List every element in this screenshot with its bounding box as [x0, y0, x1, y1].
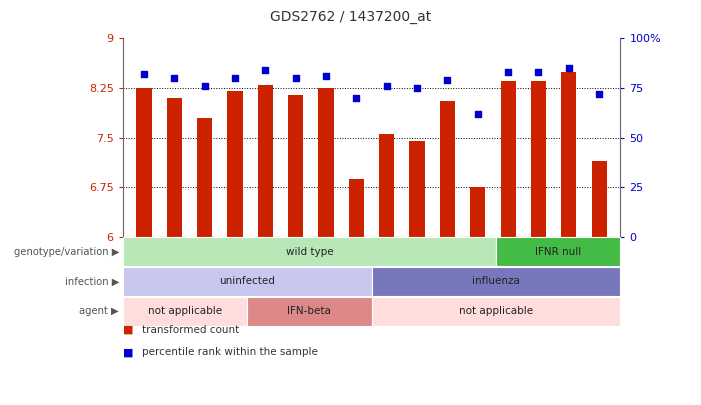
Bar — [123, 237, 496, 266]
Bar — [372, 267, 620, 296]
Point — [169, 75, 180, 81]
Point — [411, 85, 423, 91]
Bar — [470, 188, 485, 237]
Point — [290, 75, 301, 81]
Bar — [440, 101, 455, 237]
Bar — [136, 88, 151, 237]
Text: uninfected: uninfected — [219, 277, 275, 286]
Bar — [123, 297, 247, 326]
Text: influenza: influenza — [472, 277, 520, 286]
Bar — [349, 179, 364, 237]
Text: infection ▶: infection ▶ — [64, 277, 119, 286]
Point — [320, 73, 332, 79]
Point — [442, 77, 453, 83]
Bar — [318, 88, 334, 237]
Point — [472, 111, 484, 117]
Point — [381, 83, 393, 90]
Point — [199, 83, 210, 90]
Bar — [247, 297, 372, 326]
Bar — [496, 237, 620, 266]
Text: genotype/variation ▶: genotype/variation ▶ — [14, 247, 119, 256]
Bar — [531, 81, 546, 237]
Bar — [409, 141, 425, 237]
Point — [594, 91, 605, 97]
Point — [259, 67, 271, 73]
Text: ■: ■ — [123, 347, 133, 357]
Bar — [227, 92, 243, 237]
Bar — [123, 267, 372, 296]
Point — [563, 65, 574, 71]
Bar — [501, 81, 516, 237]
Bar — [592, 161, 607, 237]
Text: IFNR null: IFNR null — [535, 247, 581, 256]
Point — [350, 95, 362, 101]
Bar — [197, 118, 212, 237]
Bar — [372, 297, 620, 326]
Bar — [379, 134, 394, 237]
Text: transformed count: transformed count — [142, 325, 240, 335]
Text: wild type: wild type — [285, 247, 333, 256]
Bar — [562, 72, 576, 237]
Bar — [258, 85, 273, 237]
Text: not applicable: not applicable — [148, 307, 222, 316]
Point — [533, 69, 544, 75]
Bar — [167, 98, 182, 237]
Text: IFN-beta: IFN-beta — [287, 307, 332, 316]
Point — [229, 75, 240, 81]
Text: percentile rank within the sample: percentile rank within the sample — [142, 347, 318, 357]
Text: not applicable: not applicable — [459, 307, 533, 316]
Point — [503, 69, 514, 75]
Text: agent ▶: agent ▶ — [79, 307, 119, 316]
Point — [138, 71, 149, 77]
Text: ■: ■ — [123, 325, 133, 335]
Bar — [288, 95, 304, 237]
Text: GDS2762 / 1437200_at: GDS2762 / 1437200_at — [270, 10, 431, 24]
